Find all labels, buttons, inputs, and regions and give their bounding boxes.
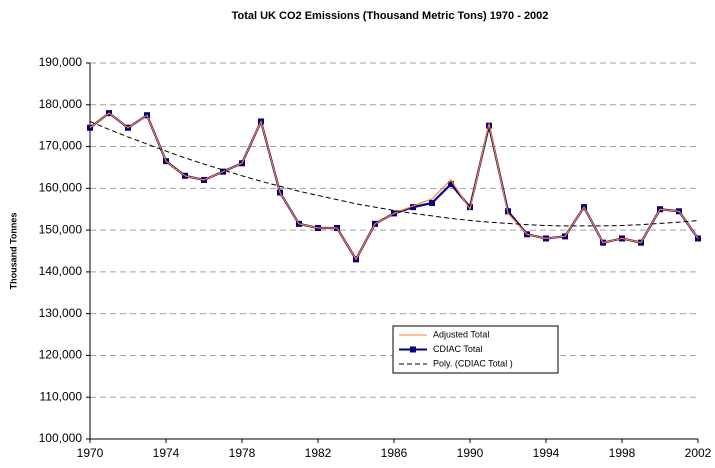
series-line <box>89 111 699 262</box>
y-tick-label: 170,000 <box>39 139 83 153</box>
legend-label: CDIAC Total <box>433 344 482 354</box>
y-tick-label: 100,000 <box>39 431 83 445</box>
y-tick-label: 130,000 <box>39 306 83 320</box>
chart-title: Total UK CO2 Emissions (Thousand Metric … <box>232 10 549 22</box>
y-axis-label: Thousand Tonnes <box>8 213 18 290</box>
x-tick-label: 1994 <box>533 446 560 460</box>
legend-label: Poly. (CDIAC Total ) <box>433 358 513 368</box>
legend-marker <box>410 346 416 353</box>
series-line <box>89 121 699 227</box>
x-tick-label: 1970 <box>77 446 104 460</box>
y-tick-label: 140,000 <box>39 264 83 278</box>
x-tick-label: 1974 <box>153 446 180 460</box>
series-line <box>89 112 699 261</box>
y-tick-label: 160,000 <box>39 181 83 195</box>
y-tick-label: 180,000 <box>39 97 83 111</box>
x-tick-label: 2002 <box>685 446 712 460</box>
series-marker <box>410 204 416 211</box>
x-tick-label: 1982 <box>305 446 332 460</box>
y-tick-label: 120,000 <box>39 348 83 362</box>
x-tick-label: 1998 <box>609 446 636 460</box>
x-tick-label: 1978 <box>229 446 256 460</box>
y-tick-label: 150,000 <box>39 222 83 236</box>
x-tick-label: 1986 <box>381 446 408 460</box>
series-marker <box>429 199 435 206</box>
x-tick-label: 1990 <box>457 446 484 460</box>
legend-label: Adjusted Total <box>433 329 489 339</box>
y-tick-label: 190,000 <box>39 55 83 69</box>
series-marker <box>448 181 454 188</box>
y-tick-label: 110,000 <box>40 389 83 403</box>
